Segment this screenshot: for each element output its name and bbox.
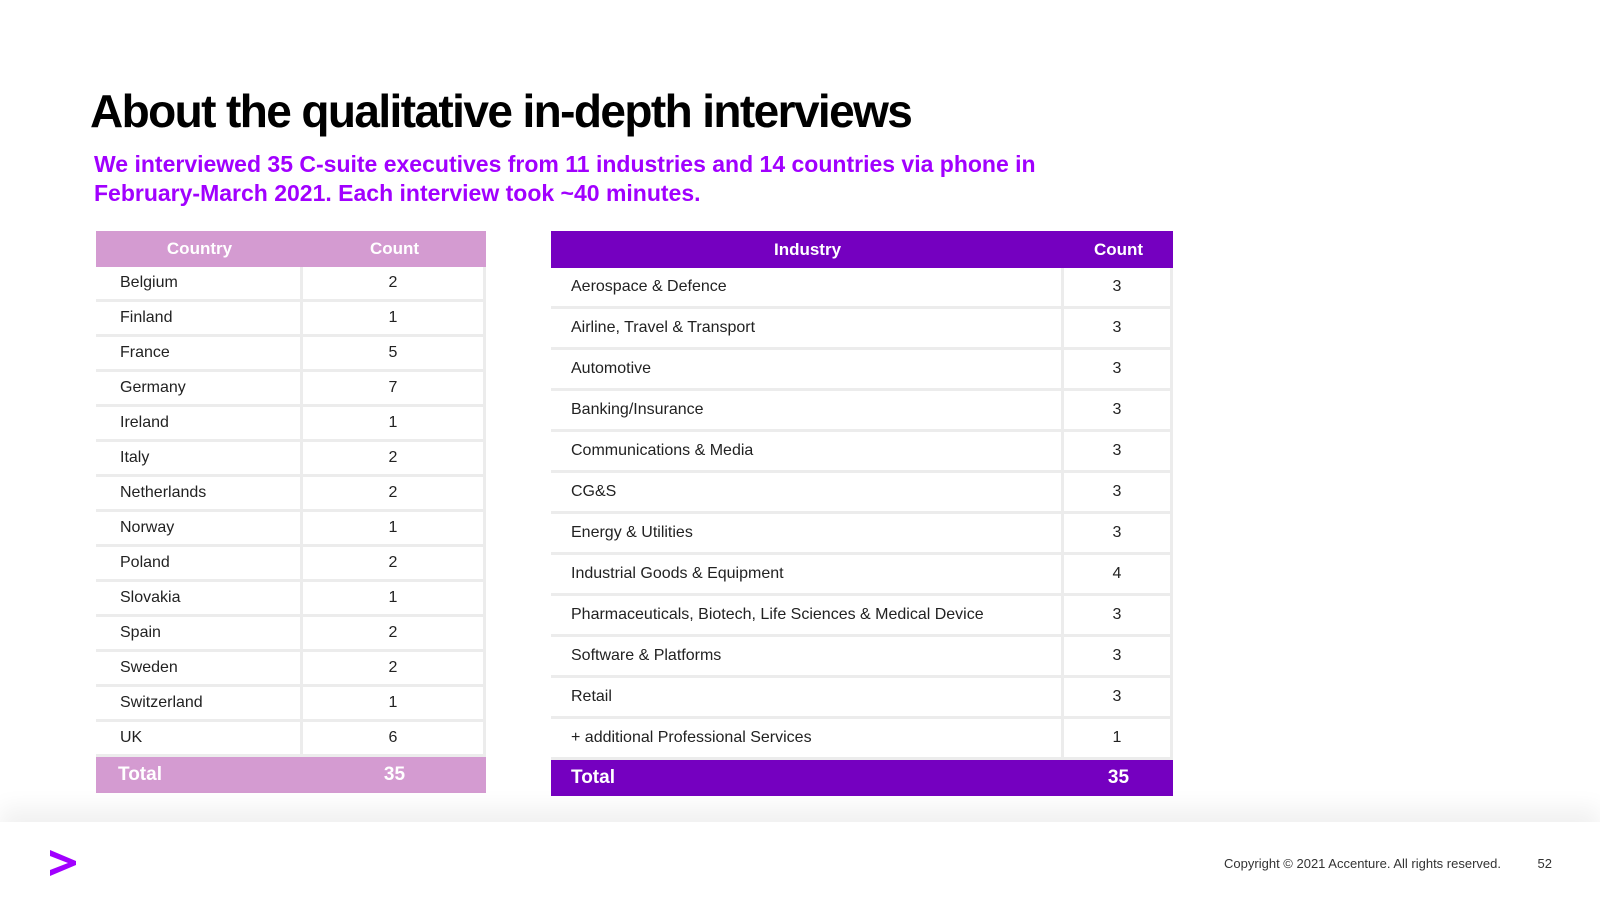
- country-count-cell: 2: [303, 442, 486, 477]
- industry-count-cell: 3: [1064, 596, 1173, 637]
- industry-count-cell: 1: [1064, 719, 1173, 760]
- country-name-cell: France: [96, 337, 303, 372]
- country-count-cell: 2: [303, 267, 486, 302]
- industry-count-cell: 3: [1064, 268, 1173, 309]
- copyright-text: Copyright © 2021 Accenture. All rights r…: [1224, 856, 1501, 871]
- country-name-cell: Sweden: [96, 652, 303, 687]
- country-count-cell: 1: [303, 512, 486, 547]
- industry-count-cell: 3: [1064, 350, 1173, 391]
- industry-name-cell: Aerospace & Defence: [551, 268, 1064, 309]
- industry-row: Aerospace & Defence 3: [551, 268, 1173, 309]
- country-count-cell: 5: [303, 337, 486, 372]
- industry-total-value: 35: [1064, 760, 1173, 796]
- industry-table-header: Industry Count: [551, 231, 1173, 268]
- industry-header: Industry: [551, 231, 1064, 268]
- country-total-label: Total: [96, 757, 303, 793]
- slide-title: About the qualitative in-depth interview…: [90, 85, 913, 137]
- country-table: Country Count Belgium 2 Finland 1 France 5 Ger…: [96, 231, 486, 793]
- country-name-cell: Italy: [96, 442, 303, 477]
- country-name-cell: Norway: [96, 512, 303, 547]
- country-row: Spain 2: [96, 617, 486, 652]
- industry-name-cell: Energy & Utilities: [551, 514, 1064, 555]
- industry-count-cell: 3: [1064, 391, 1173, 432]
- country-row: Italy 2: [96, 442, 486, 477]
- country-name-cell: Netherlands: [96, 477, 303, 512]
- country-name-cell: Slovakia: [96, 582, 303, 617]
- country-count-cell: 6: [303, 722, 486, 757]
- industry-table: Industry Count Aerospace & Defence 3 Airli…: [551, 231, 1173, 796]
- country-count-cell: 1: [303, 302, 486, 337]
- industry-count-cell: 3: [1064, 678, 1173, 719]
- industry-name-cell: Industrial Goods & Equipment: [551, 555, 1064, 596]
- country-count-cell: 1: [303, 687, 486, 722]
- industry-name-cell: CG&S: [551, 473, 1064, 514]
- industry-row: Retail 3: [551, 678, 1173, 719]
- industry-row: Energy & Utilities 3: [551, 514, 1173, 555]
- industry-row: Banking/Insurance 3: [551, 391, 1173, 432]
- industry-total-row: Total 35: [551, 760, 1173, 796]
- industry-row: Automotive 3: [551, 350, 1173, 391]
- industry-row: Software & Platforms 3: [551, 637, 1173, 678]
- industry-count-cell: 3: [1064, 514, 1173, 555]
- footer: Copyright © 2021 Accenture. All rights r…: [0, 822, 1600, 900]
- country-count-cell: 1: [303, 407, 486, 442]
- country-name-cell: Ireland: [96, 407, 303, 442]
- industry-row: Communications & Media 3: [551, 432, 1173, 473]
- country-name-cell: Germany: [96, 372, 303, 407]
- country-name-cell: Switzerland: [96, 687, 303, 722]
- country-total-value: 35: [303, 757, 486, 793]
- country-row: Netherlands 2: [96, 477, 486, 512]
- country-row: Finland 1: [96, 302, 486, 337]
- country-count-cell: 2: [303, 617, 486, 652]
- industry-name-cell: Retail: [551, 678, 1064, 719]
- country-name-cell: Belgium: [96, 267, 303, 302]
- industry-count-cell: 4: [1064, 555, 1173, 596]
- country-name-cell: Finland: [96, 302, 303, 337]
- industry-name-cell: + additional Professional Services: [551, 719, 1064, 760]
- country-row: Belgium 2: [96, 267, 486, 302]
- industry-row: Pharmaceuticals, Biotech, Life Sciences …: [551, 596, 1173, 637]
- country-row: France 5: [96, 337, 486, 372]
- country-row: Sweden 2: [96, 652, 486, 687]
- country-count-header: Count: [303, 231, 486, 267]
- industry-count-header: Count: [1064, 231, 1173, 268]
- country-count-cell: 2: [303, 477, 486, 512]
- industry-row: CG&S 3: [551, 473, 1173, 514]
- industry-count-cell: 3: [1064, 473, 1173, 514]
- industry-total-label: Total: [551, 760, 1064, 796]
- industry-row: Airline, Travel & Transport 3: [551, 309, 1173, 350]
- page-number: 52: [1537, 856, 1552, 871]
- industry-count-cell: 3: [1064, 309, 1173, 350]
- industry-name-cell: Banking/Insurance: [551, 391, 1064, 432]
- country-row: Germany 7: [96, 372, 486, 407]
- country-name-cell: Poland: [96, 547, 303, 582]
- country-name-cell: Spain: [96, 617, 303, 652]
- country-total-row: Total 35: [96, 757, 486, 793]
- country-row: Switzerland 1: [96, 687, 486, 722]
- country-row: Norway 1: [96, 512, 486, 547]
- industry-name-cell: Airline, Travel & Transport: [551, 309, 1064, 350]
- slide-subtitle: We interviewed 35 C-suite executives fro…: [94, 151, 1036, 206]
- industry-count-cell: 3: [1064, 432, 1173, 473]
- country-count-cell: 7: [303, 372, 486, 407]
- country-row: Slovakia 1: [96, 582, 486, 617]
- industry-name-cell: Automotive: [551, 350, 1064, 391]
- country-row: Poland 2: [96, 547, 486, 582]
- industry-row: + additional Professional Services 1: [551, 719, 1173, 760]
- country-table-header: Country Count: [96, 231, 486, 267]
- industry-count-cell: 3: [1064, 637, 1173, 678]
- country-row: UK 6: [96, 722, 486, 757]
- industry-name-cell: Communications & Media: [551, 432, 1064, 473]
- accenture-chevron-icon: [50, 850, 76, 876]
- country-count-cell: 2: [303, 547, 486, 582]
- industry-row: Industrial Goods & Equipment 4: [551, 555, 1173, 596]
- industry-name-cell: Software & Platforms: [551, 637, 1064, 678]
- country-count-cell: 2: [303, 652, 486, 687]
- country-header: Country: [96, 231, 303, 267]
- country-name-cell: UK: [96, 722, 303, 757]
- country-count-cell: 1: [303, 582, 486, 617]
- industry-name-cell: Pharmaceuticals, Biotech, Life Sciences …: [551, 596, 1064, 637]
- country-row: Ireland 1: [96, 407, 486, 442]
